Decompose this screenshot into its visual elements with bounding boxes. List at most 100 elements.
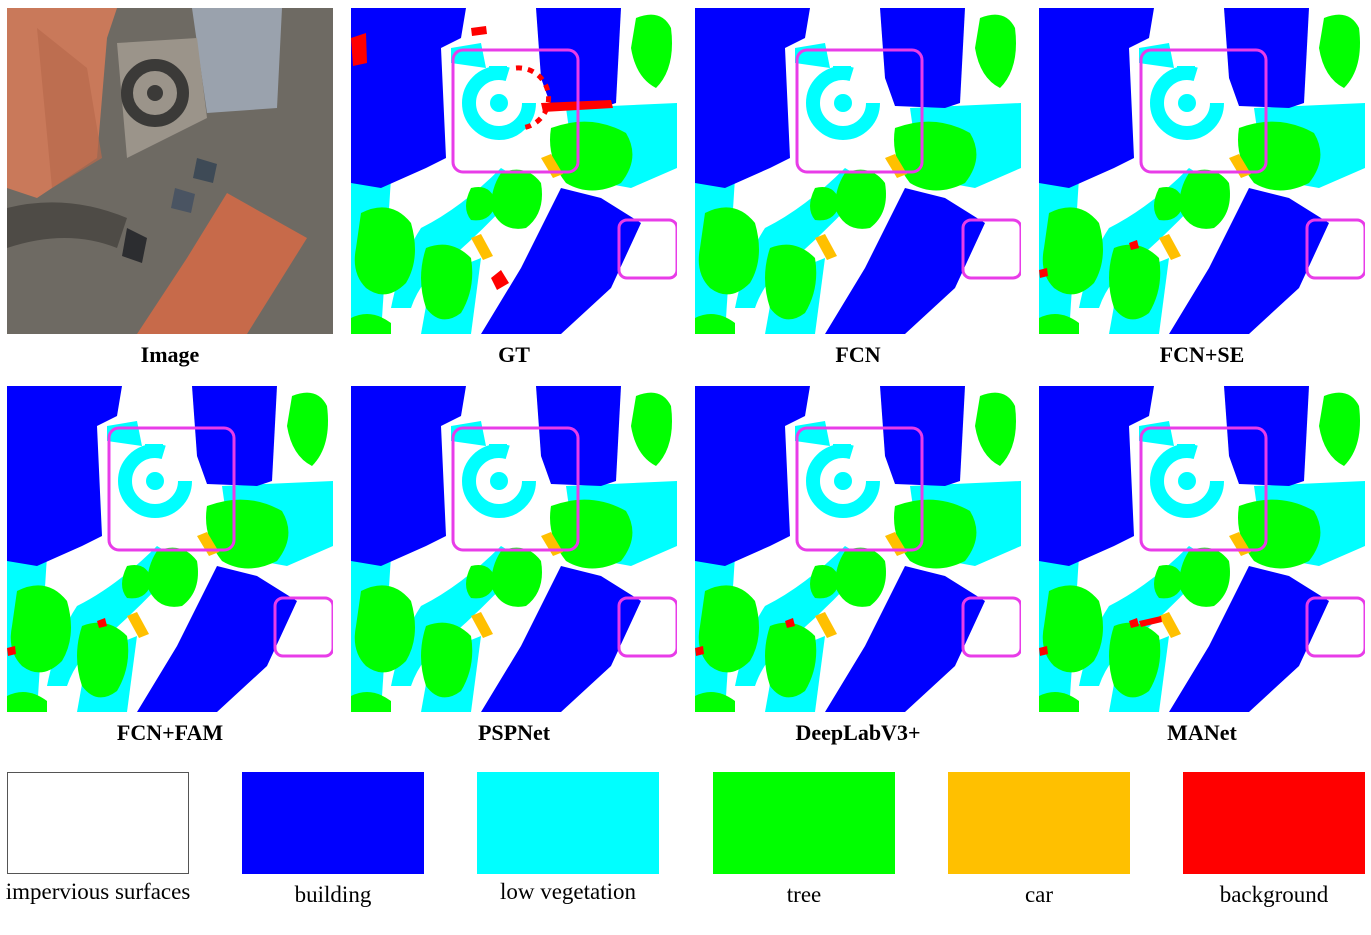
tree-6 [810,187,840,221]
panel-fcn-se [1039,8,1365,334]
highlight-box-courtyard [795,426,924,552]
building-northwest [351,386,466,566]
highlight-box-building-corner [1305,596,1365,658]
tree-2 [421,244,473,320]
courtyard-marker [833,66,851,76]
tree-7 [695,692,735,712]
photo-path [7,202,127,248]
tree-5 [975,392,1016,466]
tree-2 [1109,244,1161,320]
courtyard-marker [145,444,163,454]
photo-courtyard-center [147,85,163,101]
tree-6 [1154,187,1184,221]
legend-label-impervious: impervious surfaces [5,879,191,904]
building-northwest [351,8,466,188]
highlight-box-building-corner [1305,218,1365,280]
background-fleck-1 [1129,240,1139,250]
caption-image: Image [140,342,200,367]
courtyard-marker [489,444,507,454]
tree-7 [7,692,47,712]
tree-6 [1154,565,1184,599]
map-pspnet [351,386,677,712]
background-spot-2 [351,33,367,66]
tree-5 [1319,14,1360,89]
courtyard-marker [833,444,851,454]
panel-gt [351,8,677,334]
tree-2 [77,622,129,698]
courtyard-center [490,94,508,112]
courtyard-marker [1177,66,1195,76]
tree-4 [491,547,542,607]
tree-4 [1179,169,1230,229]
courtyard-center [834,472,852,490]
car-1 [1159,234,1181,260]
highlight-box-courtyard [451,48,580,174]
legend-swatch-background [1183,772,1365,874]
highlight-box-courtyard [1139,48,1268,174]
highlight-box-courtyard [107,426,236,552]
tree-1 [354,585,415,673]
car-1 [815,234,837,260]
tree-3 [550,499,633,569]
car-1 [471,234,493,260]
photo-car-2 [171,188,195,213]
map-image [7,8,333,334]
tree-2 [1109,622,1161,698]
tree-3 [1238,499,1321,569]
tree-7 [351,314,391,334]
car-1 [815,612,837,638]
tree-1 [1042,207,1103,295]
background-fleck-1 [785,618,795,628]
tree-3 [206,499,289,569]
tree-5 [1319,392,1360,466]
tree-3 [550,121,633,191]
panel-pspnet [351,386,677,712]
tree-5 [975,14,1016,89]
tree-3 [1238,121,1321,191]
highlight-box-courtyard [451,426,580,552]
panel-deeplabv3 [695,386,1021,712]
car-1 [127,612,149,638]
courtyard-center [146,472,164,490]
tree-2 [765,622,817,698]
legend-label-building: building [294,882,372,907]
building-northwest [7,386,122,566]
building-southeast [1169,188,1329,334]
highlight-box-building-corner [617,596,677,658]
legend-label-low-vegetation: low vegetation [499,879,637,904]
legend-swatch-impervious [7,772,189,874]
photo-car-1 [122,228,147,263]
courtyard-marker [1177,444,1195,454]
courtyard-center [1178,472,1196,490]
tree-2 [765,244,817,320]
tree-6 [810,565,840,599]
panel-fcn [695,8,1021,334]
highlight-box-building-corner [273,596,333,658]
tree-4 [835,547,886,607]
tree-3 [894,121,977,191]
tree-2 [421,622,473,698]
tree-7 [1039,692,1079,712]
building-southeast [481,188,641,334]
tree-6 [122,565,152,599]
building-northwest [695,8,810,188]
tree-6 [466,565,496,599]
panel-manet [1039,386,1365,712]
courtyard-center [490,472,508,490]
background-fleck-2 [7,646,16,656]
background-fleck-2 [695,646,704,656]
highlight-box-building-corner [617,218,677,280]
building-northwest [1039,386,1154,566]
tree-7 [351,692,391,712]
caption-fcn: FCN [835,342,881,367]
background-fleck-2 [1039,268,1048,278]
courtyard-center [1178,94,1196,112]
tree-3 [894,499,977,569]
map-fcn-fam [7,386,333,712]
tree-7 [1039,314,1079,334]
map-fcn [695,8,1021,334]
tree-4 [1179,547,1230,607]
tree-4 [147,547,198,607]
background-ring-segment [515,65,552,131]
tree-7 [695,314,735,334]
